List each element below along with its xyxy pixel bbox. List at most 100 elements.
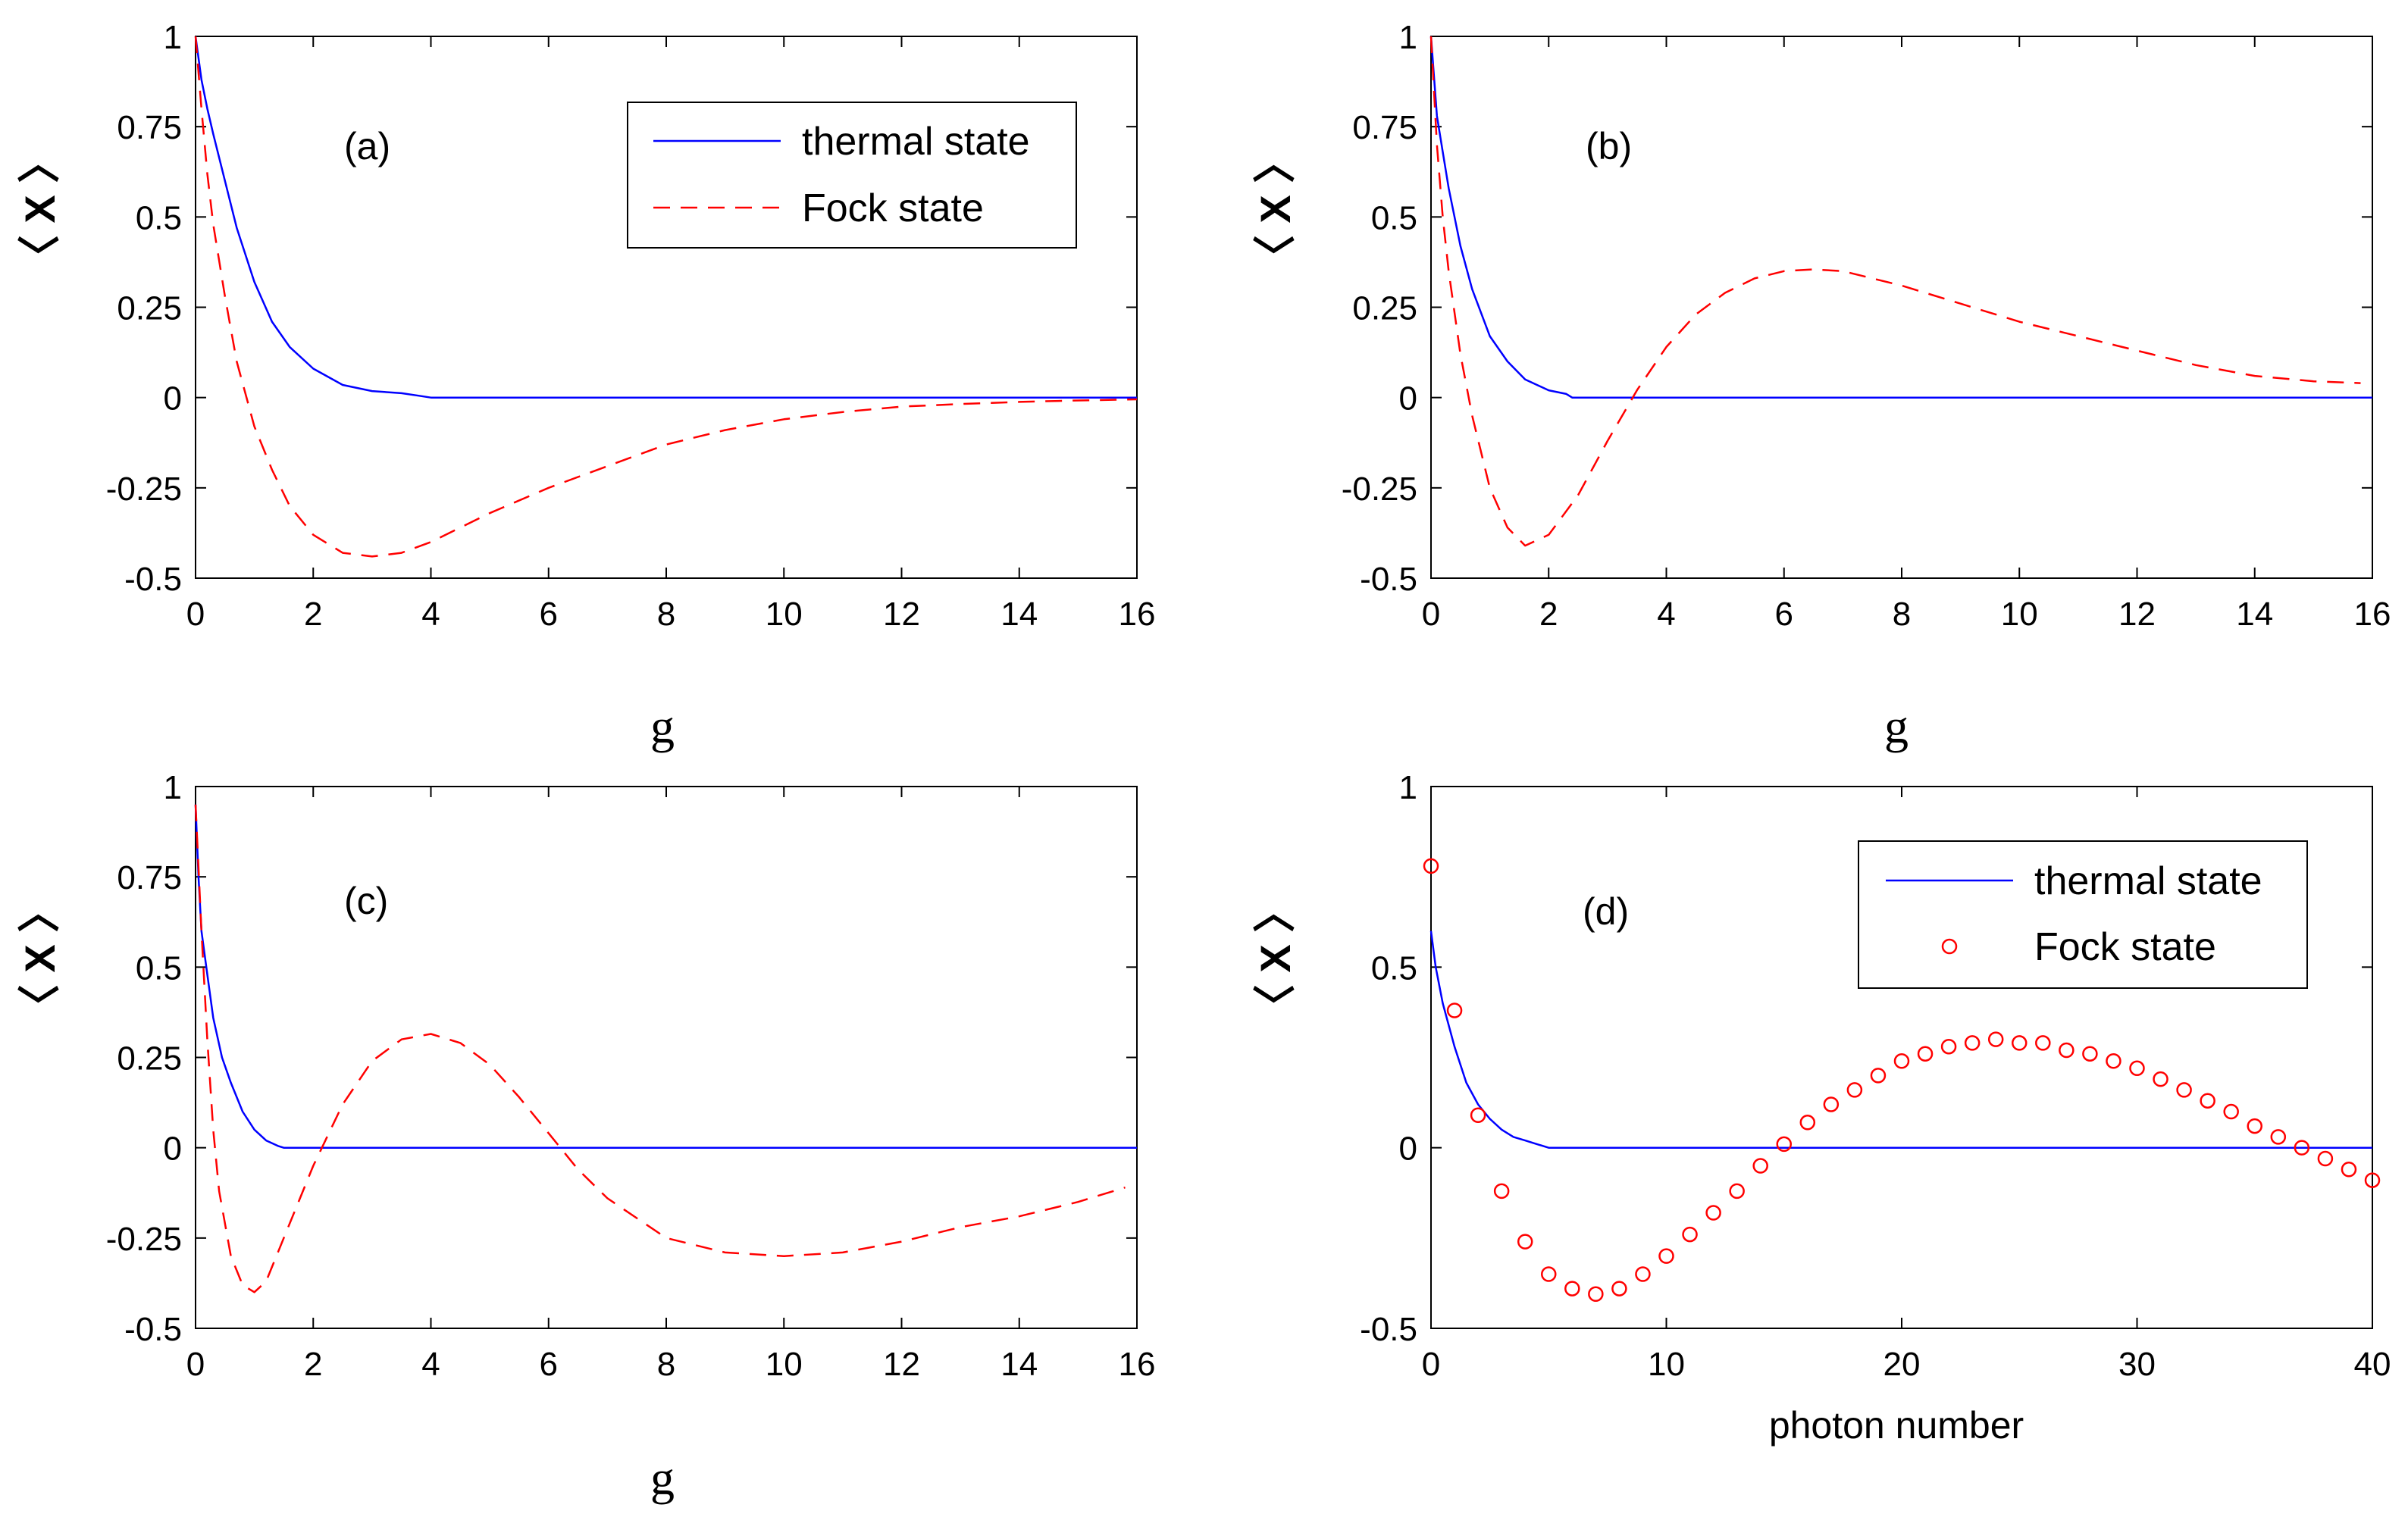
series-line-thermal <box>194 36 1137 399</box>
y-tick-label: 0.5 <box>136 949 182 987</box>
y-axis-label: 〈 X 〉 <box>16 890 64 1027</box>
x-tick-label: 12 <box>2118 596 2156 633</box>
x-tick-label: 10 <box>766 596 803 633</box>
y-tick-label: 0.75 <box>117 859 182 896</box>
panel-d: 0 10 20 30 40-0.500.51 〈 X 〉 photon number (… <box>1251 769 2391 1447</box>
x-tick-label: 8 <box>1893 596 1911 633</box>
panel-c: 0 2 4 6 8 10 12 14 16 -0.5 -0.25 0 0.25 0.5 0.75 1 〈 X … <box>16 769 1155 1505</box>
series-line-thermal <box>1429 931 2372 1149</box>
y-tick-label: -0.5 <box>124 561 182 598</box>
series-line-fock <box>194 36 1138 558</box>
series-line-fock <box>1429 36 2361 547</box>
x-tick-label: 14 <box>1000 596 1038 633</box>
panel-label: (c) <box>344 880 388 922</box>
data-point-fock <box>2223 1103 2239 1120</box>
data-point-fock <box>2294 1140 2310 1156</box>
data-point-fock <box>1870 1068 1887 1084</box>
data-point-fock <box>1635 1266 1651 1282</box>
y-tick-label: -0.25 <box>106 471 182 508</box>
x-tick-label: 14 <box>1000 1346 1038 1383</box>
data-point-fock <box>1987 1031 2004 1047</box>
x-axis-label: g <box>650 699 675 753</box>
x-tick-label: 4 <box>421 596 440 633</box>
data-point-fock <box>2012 1035 2028 1051</box>
series-line-thermal <box>1429 36 2372 399</box>
panel-label: (a) <box>344 125 390 167</box>
y-tick-label: 0 <box>1399 1131 1417 1168</box>
y-tick-label: -0.5 <box>1360 1311 1417 1348</box>
data-point-fock <box>1446 1002 1463 1018</box>
legend-label-thermal: thermal state <box>2034 859 2262 903</box>
legend: thermal state Fock state <box>1858 840 2308 989</box>
legend-swatch-fock <box>1941 938 1958 955</box>
data-point-fock <box>2341 1162 2357 1178</box>
legend-label-fock: Fock state <box>2034 925 2216 969</box>
data-point-fock <box>1470 1107 1486 1124</box>
x-axis-label: g <box>650 1451 675 1505</box>
data-point-fock <box>2129 1060 2145 1077</box>
x-tick-label: 12 <box>883 1346 920 1383</box>
data-point-fock <box>2106 1053 2121 1069</box>
data-point-fock <box>2082 1046 2098 1062</box>
x-tick-label: 12 <box>883 596 920 633</box>
data-point-fock <box>2317 1150 2334 1167</box>
data-point-fock <box>1776 1136 1792 1153</box>
x-tick-label: 0 <box>186 596 205 633</box>
data-point-fock <box>2364 1172 2381 1188</box>
x-tick-label: 4 <box>421 1346 440 1383</box>
legend-label-thermal: thermal state <box>802 120 1030 164</box>
y-tick-label: -0.25 <box>1342 471 1417 508</box>
plot-area: 0 2 4 6 8 10 12 14 16 -0.5 -0.25 0 0.25 0.5 0.75 1 <box>106 19 1156 633</box>
y-tick-label: 0 <box>164 1131 182 1168</box>
y-tick-label: 0.25 <box>117 1040 182 1078</box>
y-tick-label: 1 <box>1399 19 1417 56</box>
x-tick-label: 30 <box>2118 1346 2156 1383</box>
plot-area: 0 2 4 6 8 10 12 14 16 -0.5 -0.25 0 0.25 0.5 0.75 1 <box>106 769 1156 1383</box>
y-tick-label: -0.5 <box>1360 561 1417 598</box>
data-point-fock <box>1846 1082 1863 1098</box>
x-axis-label: photon number <box>1769 1404 2024 1447</box>
y-tick-label: 0.5 <box>1371 199 1417 236</box>
data-point-fock <box>1799 1115 1816 1131</box>
data-point-fock <box>1682 1226 1698 1243</box>
data-point-fock <box>1752 1158 1768 1174</box>
y-tick-label: 0.5 <box>1371 949 1417 987</box>
x-tick-label: 2 <box>304 1346 322 1383</box>
x-tick-label: 6 <box>540 596 558 633</box>
y-tick-label: -0.5 <box>124 1311 182 1348</box>
x-tick-label: 2 <box>1539 596 1558 633</box>
x-tick-label: 0 <box>1422 596 1440 633</box>
data-point-fock <box>1564 1281 1580 1296</box>
y-tick-label: 0.25 <box>117 290 182 327</box>
series-line-thermal <box>194 804 1137 1149</box>
y-tick-label: 0.75 <box>117 109 182 146</box>
data-point-fock <box>2176 1082 2192 1098</box>
x-tick-label: 4 <box>1657 596 1675 633</box>
data-point-fock <box>1705 1205 1721 1221</box>
data-point-fock <box>1823 1096 1840 1112</box>
y-tick-label: 1 <box>1399 769 1417 806</box>
data-point-fock <box>2035 1035 2051 1051</box>
x-tick-label: 8 <box>657 1346 675 1383</box>
data-point-fock <box>1541 1266 1557 1282</box>
y-tick-label: 0 <box>164 380 182 418</box>
data-point-fock <box>2153 1071 2168 1087</box>
y-axis-label: 〈 X 〉 <box>16 141 64 277</box>
y-axis-label: 〈 X 〉 <box>1251 141 1299 277</box>
data-point-fock <box>1917 1046 1934 1062</box>
data-point-fock <box>1588 1286 1604 1302</box>
data-point-fock <box>1611 1281 1627 1296</box>
data-point-fock <box>1940 1038 1957 1055</box>
data-point-fock <box>2200 1093 2215 1109</box>
plot-area: 0 10 20 30 40-0.500.51 <box>1360 769 2391 1383</box>
data-point-fock <box>2270 1129 2287 1145</box>
y-tick-label: -0.25 <box>106 1221 182 1258</box>
panel-label: (d) <box>1583 890 1629 933</box>
legend: thermal state Fock state <box>627 102 1077 249</box>
data-point-fock <box>1729 1183 1745 1200</box>
y-tick-label: 1 <box>164 19 182 56</box>
y-tick-label: 1 <box>164 769 182 806</box>
data-point-fock <box>1493 1183 1510 1200</box>
